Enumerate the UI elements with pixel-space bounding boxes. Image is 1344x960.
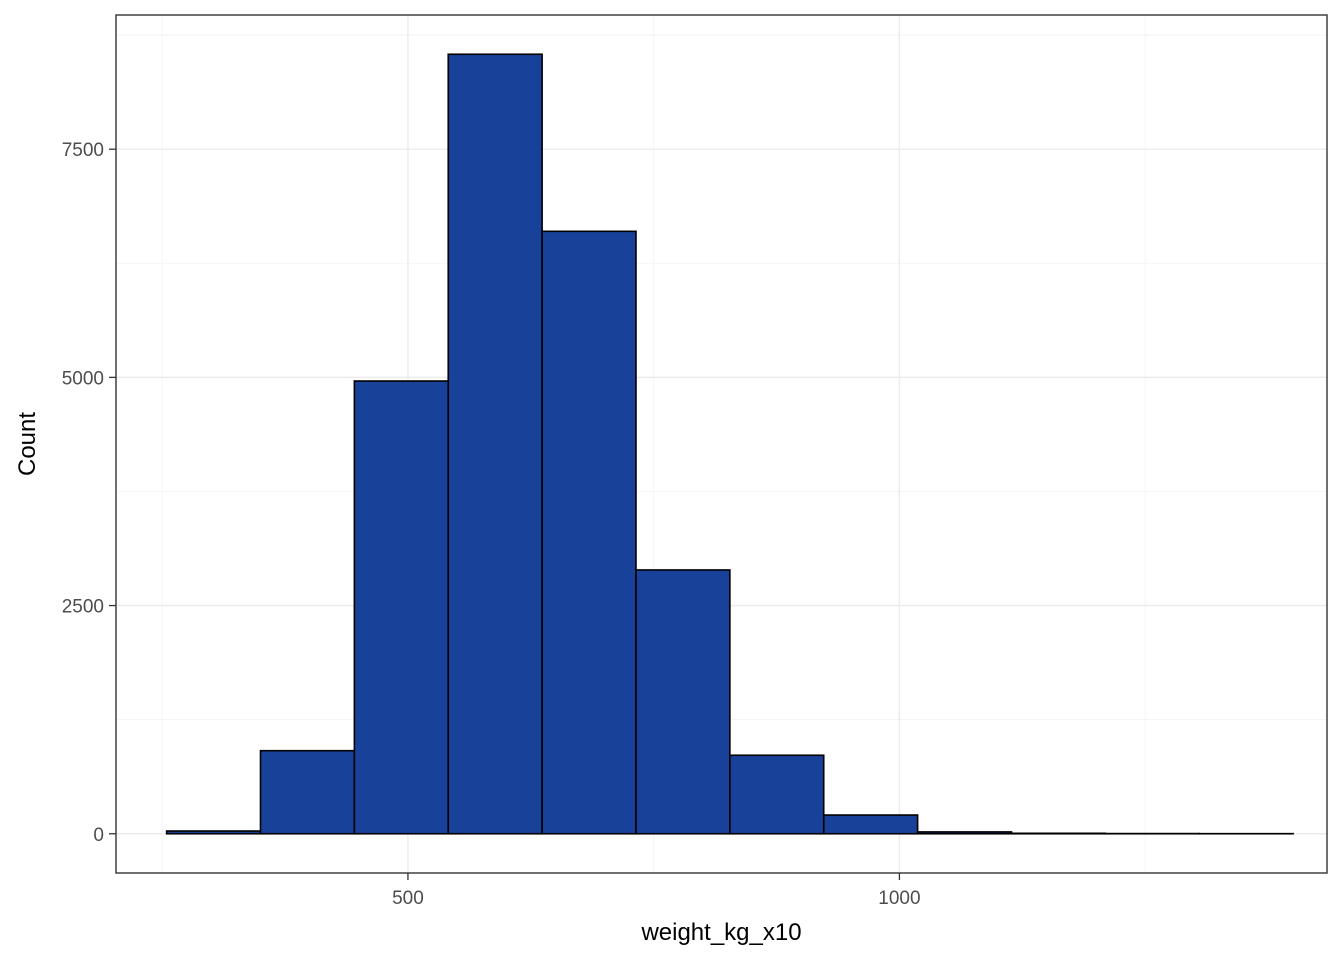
histogram-bars [165, 53, 1294, 835]
histogram-bar-5 [541, 230, 637, 835]
histogram-bar-3 [353, 380, 450, 835]
x-tick-label: 500 [392, 888, 424, 909]
y-tick-label: 0 [93, 825, 104, 846]
panel-border [115, 14, 1328, 874]
x-axis-title: weight_kg_x10 [640, 919, 801, 946]
y-tick-label: 7500 [62, 140, 104, 161]
histogram-bar-1 [165, 830, 262, 835]
axis-ticks [109, 148, 901, 880]
histogram-bar-8 [822, 814, 919, 835]
tick-labels: 500 1000 0 2500 5000 7500 [62, 140, 921, 909]
histogram-bar-2 [259, 749, 356, 835]
histogram-bar-6 [635, 569, 731, 835]
y-tick-label: 5000 [62, 368, 104, 389]
histogram-bar-4 [447, 53, 543, 835]
y-axis-title: Count [14, 412, 41, 476]
histogram-bar-9 [916, 831, 1013, 835]
y-tick-label: 2500 [62, 597, 104, 618]
histogram-bar-7 [729, 754, 825, 835]
x-tick-label: 1000 [878, 888, 920, 909]
